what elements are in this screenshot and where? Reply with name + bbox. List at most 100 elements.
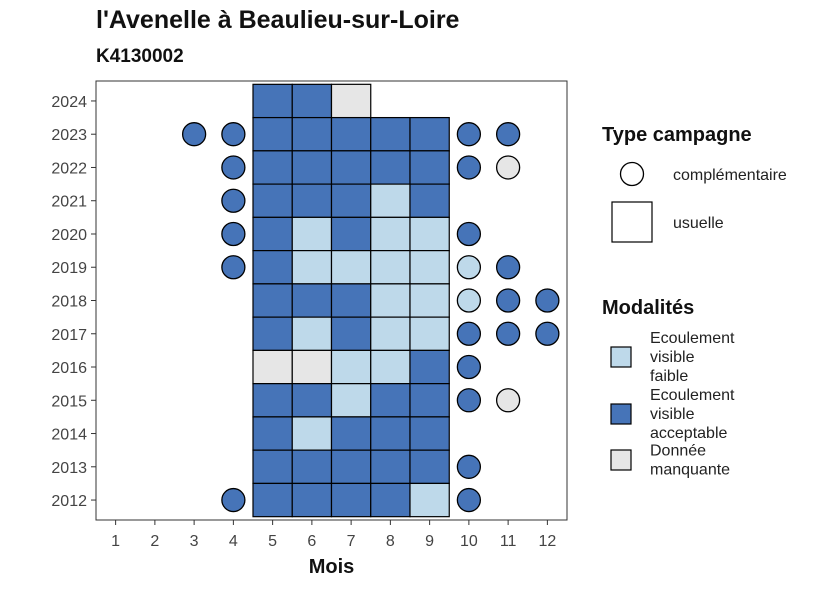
legend-label-usuelle: usuelle <box>673 215 724 232</box>
cell-2018-8 <box>370 283 411 318</box>
point-2023-4 <box>221 122 246 147</box>
data-marks <box>181 83 560 518</box>
y-tick-label: 2016 <box>51 360 87 377</box>
cell-2014-6 <box>291 416 333 451</box>
x-tick-label: 11 <box>500 533 517 550</box>
x-tick-label: 4 <box>229 533 238 550</box>
x-tick-label: 1 <box>111 533 120 550</box>
cell-2022-8 <box>370 150 411 185</box>
cell-2018-6 <box>291 283 333 318</box>
cell-2015-5 <box>252 383 293 418</box>
cell-2021-8 <box>370 183 411 218</box>
cell-2021-9 <box>409 183 450 218</box>
legend-key-faible <box>610 346 632 368</box>
legend: Type campagne complémentaire usuelle Modali… <box>602 124 787 479</box>
y-tick-label: 2012 <box>51 493 87 510</box>
cell-2017-6 <box>291 316 333 351</box>
cell-2019-8 <box>370 250 411 285</box>
cell-2017-9 <box>409 316 450 351</box>
cell-2023-5 <box>252 116 293 152</box>
cell-2014-5 <box>252 416 293 451</box>
legend-label-manquante: Donnée manquante <box>650 443 730 479</box>
legend-label-faible: Ecoulement visible faible <box>650 330 735 385</box>
cell-2012-6 <box>291 482 333 518</box>
cell-2013-5 <box>252 449 293 485</box>
cell-2015-6 <box>291 383 333 418</box>
x-axis: 1 2 3 4 5 6 7 8 9 10 11 12 <box>111 520 556 550</box>
cell-2012-9 <box>409 482 450 518</box>
cell-2012-7 <box>330 482 372 518</box>
point-2021-4 <box>221 188 246 213</box>
legend-key-complementaire <box>619 161 645 187</box>
cell-2013-8 <box>370 449 411 485</box>
cell-2018-5 <box>252 283 293 318</box>
point-2020-4 <box>221 221 246 247</box>
x-axis-title: Mois <box>309 556 355 578</box>
point-2015-11 <box>495 388 521 413</box>
y-tick-label: 2022 <box>51 160 87 177</box>
point-2022-10 <box>456 155 482 180</box>
cell-2024-7 <box>330 83 372 119</box>
point-2023-3 <box>181 122 207 147</box>
cell-2020-9 <box>409 216 450 252</box>
plot-area <box>95 80 568 521</box>
y-tick-label: 2017 <box>51 327 87 344</box>
point-2019-10 <box>456 255 482 280</box>
point-2020-10 <box>456 221 482 247</box>
point-2017-12 <box>535 321 560 346</box>
cell-2014-9 <box>409 416 450 451</box>
point-2023-10 <box>456 122 482 147</box>
cell-2019-6 <box>291 250 333 285</box>
y-tick-label: 2013 <box>51 460 87 477</box>
cell-2021-7 <box>330 183 372 218</box>
y-tick-label: 2018 <box>51 294 87 311</box>
x-tick-label: 3 <box>190 533 199 550</box>
cell-2012-5 <box>252 482 293 518</box>
x-tick-label: 9 <box>425 533 434 550</box>
y-tick-label: 2014 <box>51 427 87 444</box>
cell-2016-5 <box>252 349 293 385</box>
cell-2019-9 <box>409 250 450 285</box>
x-tick-label: 2 <box>150 533 159 550</box>
legend-key-usuelle <box>611 201 653 243</box>
cell-2019-5 <box>252 250 293 285</box>
x-tick-label: 12 <box>538 533 556 550</box>
point-2016-10 <box>456 354 482 380</box>
cell-2020-6 <box>291 216 333 252</box>
legend-color-title: Modalités <box>602 297 694 319</box>
cell-2017-8 <box>370 316 411 351</box>
point-2023-11 <box>495 122 521 147</box>
cell-2019-7 <box>330 250 372 285</box>
cell-2014-7 <box>330 416 372 451</box>
y-tick-label: 2021 <box>51 194 87 211</box>
cell-2013-7 <box>330 449 372 485</box>
cell-2023-9 <box>409 116 450 152</box>
cell-2017-5 <box>252 316 293 351</box>
cell-2016-7 <box>330 349 372 385</box>
cell-2015-7 <box>330 383 372 418</box>
cell-2016-6 <box>291 349 333 385</box>
point-2022-4 <box>221 155 246 180</box>
point-2019-11 <box>495 255 521 280</box>
cell-2016-8 <box>370 349 411 385</box>
y-tick-label: 2023 <box>51 127 87 144</box>
point-2017-11 <box>495 321 521 346</box>
cell-2021-5 <box>252 183 293 218</box>
point-2017-10 <box>456 321 482 346</box>
cell-2024-5 <box>252 83 293 119</box>
cell-2023-8 <box>370 116 411 152</box>
y-tick-label: 2015 <box>51 393 87 410</box>
y-tick-label: 2020 <box>51 227 87 244</box>
cell-2024-6 <box>291 83 333 119</box>
cell-2014-8 <box>370 416 411 451</box>
x-tick-label: 6 <box>307 533 316 550</box>
legend-label-acceptable: Ecoulement visible acceptable <box>650 387 735 442</box>
cell-2018-7 <box>330 283 372 318</box>
cell-2022-6 <box>291 150 333 185</box>
cell-2018-9 <box>409 283 450 318</box>
cell-2017-7 <box>330 316 372 351</box>
cell-2013-6 <box>291 449 333 485</box>
point-2018-12 <box>535 288 560 313</box>
cell-2013-9 <box>409 449 450 485</box>
